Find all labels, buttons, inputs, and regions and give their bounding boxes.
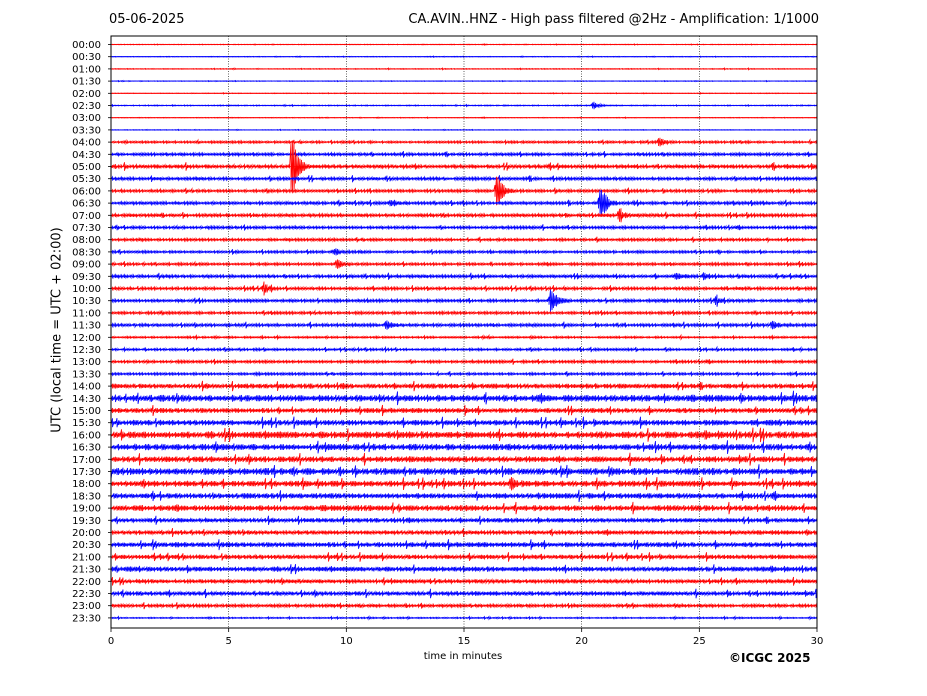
y-tick-label: 05:00 bbox=[72, 162, 101, 173]
y-tick-label: 14:00 bbox=[72, 382, 101, 393]
y-tick-label: 22:00 bbox=[72, 577, 101, 588]
y-tick-label: 09:00 bbox=[72, 260, 101, 271]
y-tick-label: 03:30 bbox=[72, 125, 101, 136]
x-tick-label: 20 bbox=[575, 636, 588, 647]
y-tick-label: 14:30 bbox=[72, 394, 101, 405]
x-tick-label: 10 bbox=[340, 636, 353, 647]
y-tick-label: 11:30 bbox=[72, 321, 101, 332]
y-tick-label: 02:00 bbox=[72, 89, 101, 100]
y-tick-label: 04:00 bbox=[72, 138, 101, 149]
y-tick-label: 05:30 bbox=[72, 174, 101, 185]
x-tick-label: 15 bbox=[458, 636, 471, 647]
y-tick-label: 15:30 bbox=[72, 418, 101, 429]
y-tick-label: 09:30 bbox=[72, 272, 101, 283]
y-tick-label: 20:00 bbox=[72, 528, 101, 539]
copyright-label: ©ICGC 2025 bbox=[729, 651, 811, 665]
y-tick-label: 06:00 bbox=[72, 186, 101, 197]
x-tick-label: 0 bbox=[108, 636, 114, 647]
y-tick-label: 21:30 bbox=[72, 565, 101, 576]
y-tick-label: 16:30 bbox=[72, 443, 101, 454]
y-tick-label: 20:30 bbox=[72, 540, 101, 551]
y-tick-label: 00:00 bbox=[72, 40, 101, 51]
y-tick-label: 18:00 bbox=[72, 479, 101, 490]
y-tick-label: 00:30 bbox=[72, 52, 101, 63]
x-tick-label: 30 bbox=[811, 636, 824, 647]
y-tick-label: 07:30 bbox=[72, 223, 101, 234]
y-tick-label: 12:00 bbox=[72, 333, 101, 344]
x-tick-label: 25 bbox=[693, 636, 706, 647]
y-tick-label: 08:00 bbox=[72, 235, 101, 246]
y-tick-label: 13:00 bbox=[72, 357, 101, 368]
x-tick-label: 5 bbox=[225, 636, 231, 647]
y-tick-label: 22:30 bbox=[72, 589, 101, 600]
y-tick-label: 01:00 bbox=[72, 64, 101, 75]
y-tick-label: 08:30 bbox=[72, 247, 101, 258]
y-tick-label: 10:00 bbox=[72, 284, 101, 295]
y-tick-label: 11:00 bbox=[72, 308, 101, 319]
y-tick-label: 18:30 bbox=[72, 491, 101, 502]
y-tick-label: 19:30 bbox=[72, 516, 101, 527]
y-tick-label: 13:30 bbox=[72, 369, 101, 380]
y-tick-label: 16:00 bbox=[72, 430, 101, 441]
y-tick-label: 06:30 bbox=[72, 199, 101, 210]
y-tick-label: 17:00 bbox=[72, 455, 101, 466]
y-tick-label: 04:30 bbox=[72, 150, 101, 161]
y-tick-label: 21:00 bbox=[72, 552, 101, 563]
y-tick-label: 23:30 bbox=[72, 613, 101, 624]
y-tick-label: 10:30 bbox=[72, 296, 101, 307]
x-axis-label: time in minutes bbox=[423, 651, 503, 662]
y-tick-label: 17:30 bbox=[72, 467, 101, 478]
y-tick-label: 23:00 bbox=[72, 601, 101, 612]
y-tick-label: 01:30 bbox=[72, 77, 101, 88]
y-tick-label: 03:00 bbox=[72, 113, 101, 124]
y-tick-label: 02:30 bbox=[72, 101, 101, 112]
x-tick-group: 0 5 10 15 20 25 30 bbox=[108, 628, 824, 647]
y-tick-label: 15:00 bbox=[72, 406, 101, 417]
y-tick-label: 12:30 bbox=[72, 345, 101, 356]
plot-frame bbox=[110, 35, 818, 629]
chart-title: CA.AVIN..HNZ - High pass filtered @2Hz -… bbox=[408, 12, 819, 27]
chart-date: 05-06-2025 bbox=[109, 12, 185, 27]
y-tick-label: 19:00 bbox=[72, 504, 101, 515]
y-tick-label: 07:00 bbox=[72, 211, 101, 222]
grid-group bbox=[228, 36, 700, 628]
